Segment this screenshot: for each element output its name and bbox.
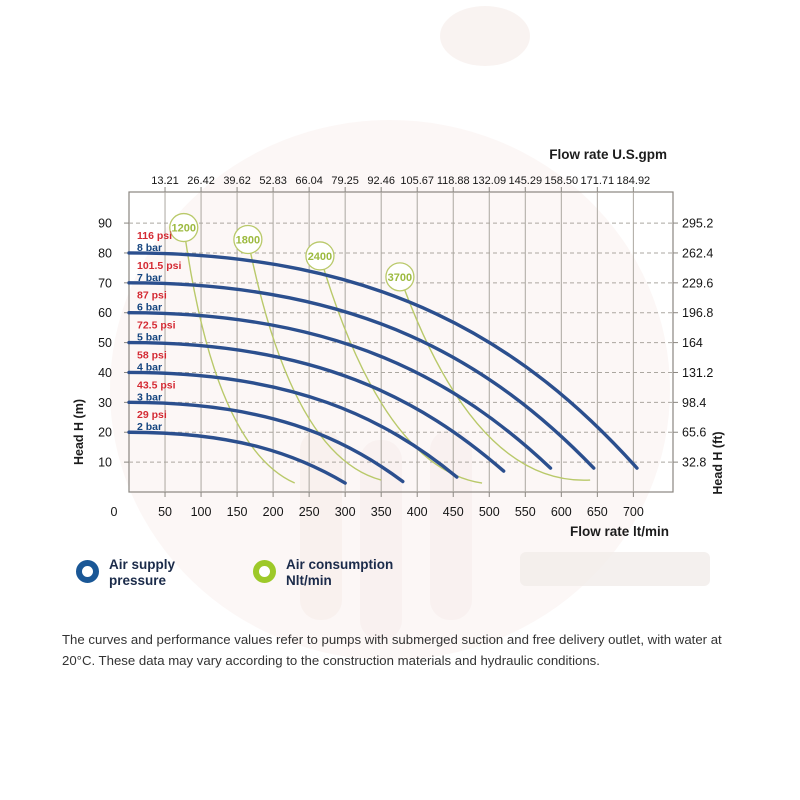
legend-item-air-consumption: Air consumption Nlt/min (253, 557, 393, 589)
pressure-label-bar: 8 bar (137, 242, 162, 254)
y-tick-label-m: 10 (98, 456, 112, 470)
top-tick-label: 79.25 (331, 175, 359, 187)
y-tick-label-m: 20 (98, 426, 112, 440)
x-tick-label: 150 (227, 505, 248, 519)
x-tick-label: 100 (191, 505, 212, 519)
plot-border (128, 191, 674, 493)
pressure-label-bar: 4 bar (137, 361, 162, 373)
top-tick-label: 184.92 (617, 175, 651, 187)
pressure-label-bar: 6 bar (137, 302, 162, 314)
top-axis-title: Flow rate U.S.gpm (549, 147, 667, 162)
x-tick-label: 0 (111, 505, 118, 519)
top-tick-label: 13.21 (151, 175, 179, 187)
x-tick-label: 600 (551, 505, 572, 519)
x-tick-label: 200 (263, 505, 284, 519)
legend-line: Air supply (109, 557, 176, 572)
contour-label-circle (169, 212, 199, 243)
pressure-label-psi: 101.5 psi (137, 260, 181, 272)
air-supply-pressure-ring-icon (76, 560, 99, 583)
pressure-curve-5-bar (127, 340, 506, 473)
contour-label-circle (305, 241, 335, 271)
y-tick-label-ft: 65.6 (682, 426, 706, 440)
x-tick-label: 650 (587, 505, 608, 519)
x-tick-label: 300 (335, 505, 356, 519)
y-tick-label-m: 70 (98, 276, 112, 290)
top-tick-label: 92.46 (367, 175, 395, 187)
pressure-label-psi: 43.5 psi (137, 379, 176, 391)
contour-label-value: 1200 (172, 223, 196, 235)
y-tick-label-m: 40 (98, 366, 112, 380)
legend-item-air-supply-pressure: Air supply pressure (76, 557, 175, 589)
pressure-curve-2-bar (127, 430, 347, 485)
y-tick-label-ft: 229.6 (682, 276, 713, 290)
legend-line: Air consumption (286, 557, 394, 572)
pressure-label-bar: 5 bar (137, 332, 162, 344)
pressure-curve-4-bar (127, 370, 459, 479)
top-tick-label: 39.62 (223, 175, 251, 187)
top-tick-label: 52.83 (259, 175, 287, 187)
left-axis-title: Head H (m) (72, 399, 86, 465)
air-consumption-contour-line (247, 239, 382, 481)
pressure-label-psi: 29 psi (137, 409, 167, 421)
pressure-label-bar: 2 bar (137, 421, 162, 433)
legend-label: Air consumption Nlt/min (286, 557, 393, 589)
y-tick-label-ft: 98.4 (682, 396, 706, 410)
air-consumption-ring-icon (253, 560, 276, 583)
pressure-curve-8-bar (127, 251, 639, 470)
top-tick-label: 158.50 (544, 175, 578, 187)
y-tick-label-ft: 262.4 (682, 246, 713, 260)
legend-label: Air supply pressure (109, 557, 175, 589)
y-tick-label-m: 30 (98, 396, 112, 410)
top-tick-label: 132.09 (472, 175, 506, 187)
top-tick-label: 171.71 (581, 175, 615, 187)
top-tick-label: 118.88 (437, 175, 470, 187)
y-tick-label-ft: 295.2 (682, 217, 713, 231)
footnote-text: The curves and performance values refer … (62, 632, 722, 668)
x-tick-label: 50 (158, 505, 172, 519)
pressure-curve-6-bar (127, 311, 553, 470)
x-tick-label: 400 (407, 505, 428, 519)
contour-label-circle (385, 262, 415, 292)
legend-line: Nlt/min (286, 572, 332, 588)
pressure-label-bar: 3 bar (137, 391, 162, 403)
pressure-curve-3-bar (127, 400, 405, 484)
pressure-label-psi: 116 psi (137, 230, 172, 242)
air-consumption-contour-line (399, 276, 591, 481)
bottom-axis-title: Flow rate lt/min (569, 524, 669, 539)
legend-line: pressure (109, 572, 167, 588)
x-tick-label: 700 (623, 505, 644, 519)
y-tick-label-m: 90 (98, 217, 112, 231)
y-tick-label-m: 80 (98, 246, 112, 260)
contour-label-circle (233, 224, 263, 255)
y-tick-label-ft: 164 (682, 336, 703, 350)
x-tick-label: 450 (443, 505, 464, 519)
right-axis-title: Head H (ft) (711, 431, 725, 495)
top-tick-label: 66.04 (295, 175, 323, 187)
pressure-label-psi: 58 psi (137, 349, 167, 361)
x-tick-label: 250 (299, 505, 320, 519)
contour-label-value: 3700 (388, 272, 412, 284)
pressure-label-bar: 7 bar (137, 272, 162, 284)
y-tick-label-ft: 131.2 (682, 366, 713, 380)
y-tick-label-m: 50 (98, 336, 112, 350)
air-consumption-contour-line (183, 227, 296, 484)
y-tick-label-ft: 196.8 (682, 306, 713, 320)
x-tick-label: 500 (479, 505, 500, 519)
y-tick-label-ft: 32.8 (682, 456, 706, 470)
top-tick-label: 26.42 (187, 175, 215, 187)
contour-label-value: 2400 (308, 251, 332, 263)
pressure-curve-7-bar (127, 281, 596, 470)
top-tick-label: 145.29 (508, 175, 542, 187)
pressure-label-psi: 72.5 psi (137, 320, 176, 332)
pressure-label-psi: 87 psi (137, 290, 167, 302)
top-tick-label: 105.67 (400, 175, 434, 187)
contour-label-value: 1800 (236, 235, 260, 247)
x-tick-label: 550 (515, 505, 536, 519)
x-tick-label: 350 (371, 505, 392, 519)
y-tick-label-m: 60 (98, 306, 112, 320)
